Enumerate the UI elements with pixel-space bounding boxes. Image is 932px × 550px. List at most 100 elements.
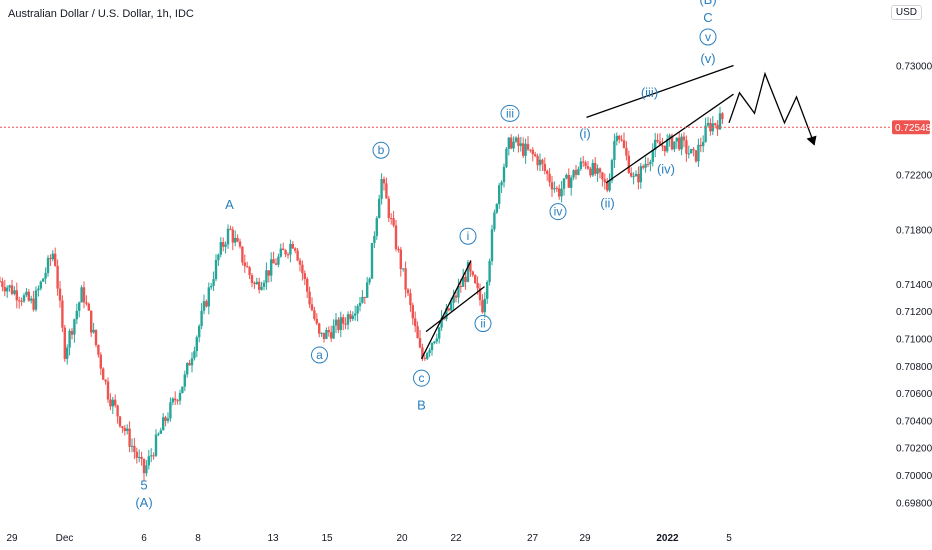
candle-body (202, 301, 206, 311)
y-tick-label: 0.70400 (896, 416, 932, 427)
candle-body (490, 229, 494, 262)
candle-body (445, 308, 448, 320)
chart-title: Australian Dollar / U.S. Dollar, 1h, IDC (8, 8, 194, 20)
candle-body (214, 260, 218, 280)
candle-body (447, 308, 450, 311)
last-price-tag-background (892, 120, 930, 135)
candle-body (49, 257, 52, 260)
candle-body (529, 149, 532, 151)
candle-body (718, 113, 722, 130)
candle-body (320, 332, 323, 334)
candle-body (454, 295, 458, 298)
candle-body (368, 278, 371, 283)
wave-label: (iii) (641, 85, 658, 100)
candle-body (186, 363, 189, 375)
candle-body (582, 161, 585, 163)
candle-body (18, 300, 21, 302)
candle-body (130, 445, 134, 447)
candle-body (78, 302, 81, 311)
candle-body (85, 302, 88, 304)
candle-body (226, 228, 230, 245)
candle-body (205, 301, 208, 307)
x-tick-label: 29 (579, 533, 591, 544)
candle-body (25, 291, 28, 296)
candle-body (531, 149, 534, 155)
candle-body (409, 293, 412, 306)
candle-body (462, 276, 465, 287)
candle-body (622, 140, 626, 148)
candle-body (375, 218, 378, 236)
candle-body (680, 136, 683, 150)
candle-body (474, 275, 477, 284)
candle-body (104, 379, 107, 382)
candle-body (522, 143, 525, 156)
candle-body (3, 287, 6, 292)
candle-body (598, 168, 602, 173)
candle-body (210, 285, 213, 288)
candle-body (361, 296, 364, 303)
candle-body (642, 166, 645, 168)
candle-body (262, 282, 266, 287)
candle-body (63, 327, 66, 359)
candle-body (37, 288, 40, 291)
candle-body (15, 290, 18, 301)
candle-body (140, 456, 143, 459)
y-tick-label: 0.73000 (896, 62, 932, 73)
candle-body (430, 343, 434, 351)
candle-body (514, 137, 518, 142)
candle-body (714, 123, 717, 125)
candle-body (118, 416, 122, 427)
candle-body (258, 281, 261, 290)
candle-body (339, 317, 342, 331)
candle-body (637, 173, 640, 183)
currency-badge[interactable]: USD (890, 5, 922, 20)
wave-label: v (699, 28, 717, 46)
candle-body (234, 237, 237, 243)
y-tick-label: 0.70200 (896, 444, 932, 455)
candle-body (661, 145, 664, 147)
candle-body (284, 250, 287, 255)
wave-label: (v) (700, 51, 715, 66)
candle-body (469, 262, 472, 272)
candle-body (565, 174, 568, 179)
candle-body (238, 241, 242, 247)
wave-label: A (225, 197, 234, 212)
candle-body (471, 271, 474, 276)
x-tick-label: 27 (527, 533, 539, 544)
candle-body (390, 217, 393, 219)
candle-body (663, 145, 666, 152)
candle-body (274, 263, 278, 265)
candle-body (498, 185, 501, 205)
candle-body (596, 168, 599, 174)
candle-body (147, 456, 150, 466)
candle-body (181, 386, 184, 393)
candle-body (121, 426, 124, 428)
candle-body (589, 168, 592, 176)
candle-body (109, 399, 112, 407)
candle-body (512, 141, 515, 149)
wave-label-circle (500, 104, 520, 122)
candle-body (632, 176, 635, 178)
candle-body (615, 135, 618, 142)
candle-body (594, 162, 597, 174)
wave-label: (ii) (600, 195, 614, 210)
candle-body (606, 182, 609, 191)
candle-body (634, 173, 638, 177)
candle-body (207, 287, 210, 307)
candle-body (318, 323, 321, 334)
candle-body (546, 170, 549, 174)
candle-body (133, 445, 136, 452)
candle-body (414, 318, 417, 327)
candle-body (346, 314, 350, 325)
candle-body (236, 237, 239, 242)
candle-body (260, 286, 263, 290)
candle-body (488, 261, 491, 282)
wave-label-text: iii (506, 106, 514, 120)
candle-body (524, 143, 527, 156)
candle-body (358, 302, 362, 307)
candle-body (308, 291, 311, 305)
candle-body (6, 287, 9, 292)
candle-body (337, 319, 340, 331)
candle-body (243, 262, 246, 267)
